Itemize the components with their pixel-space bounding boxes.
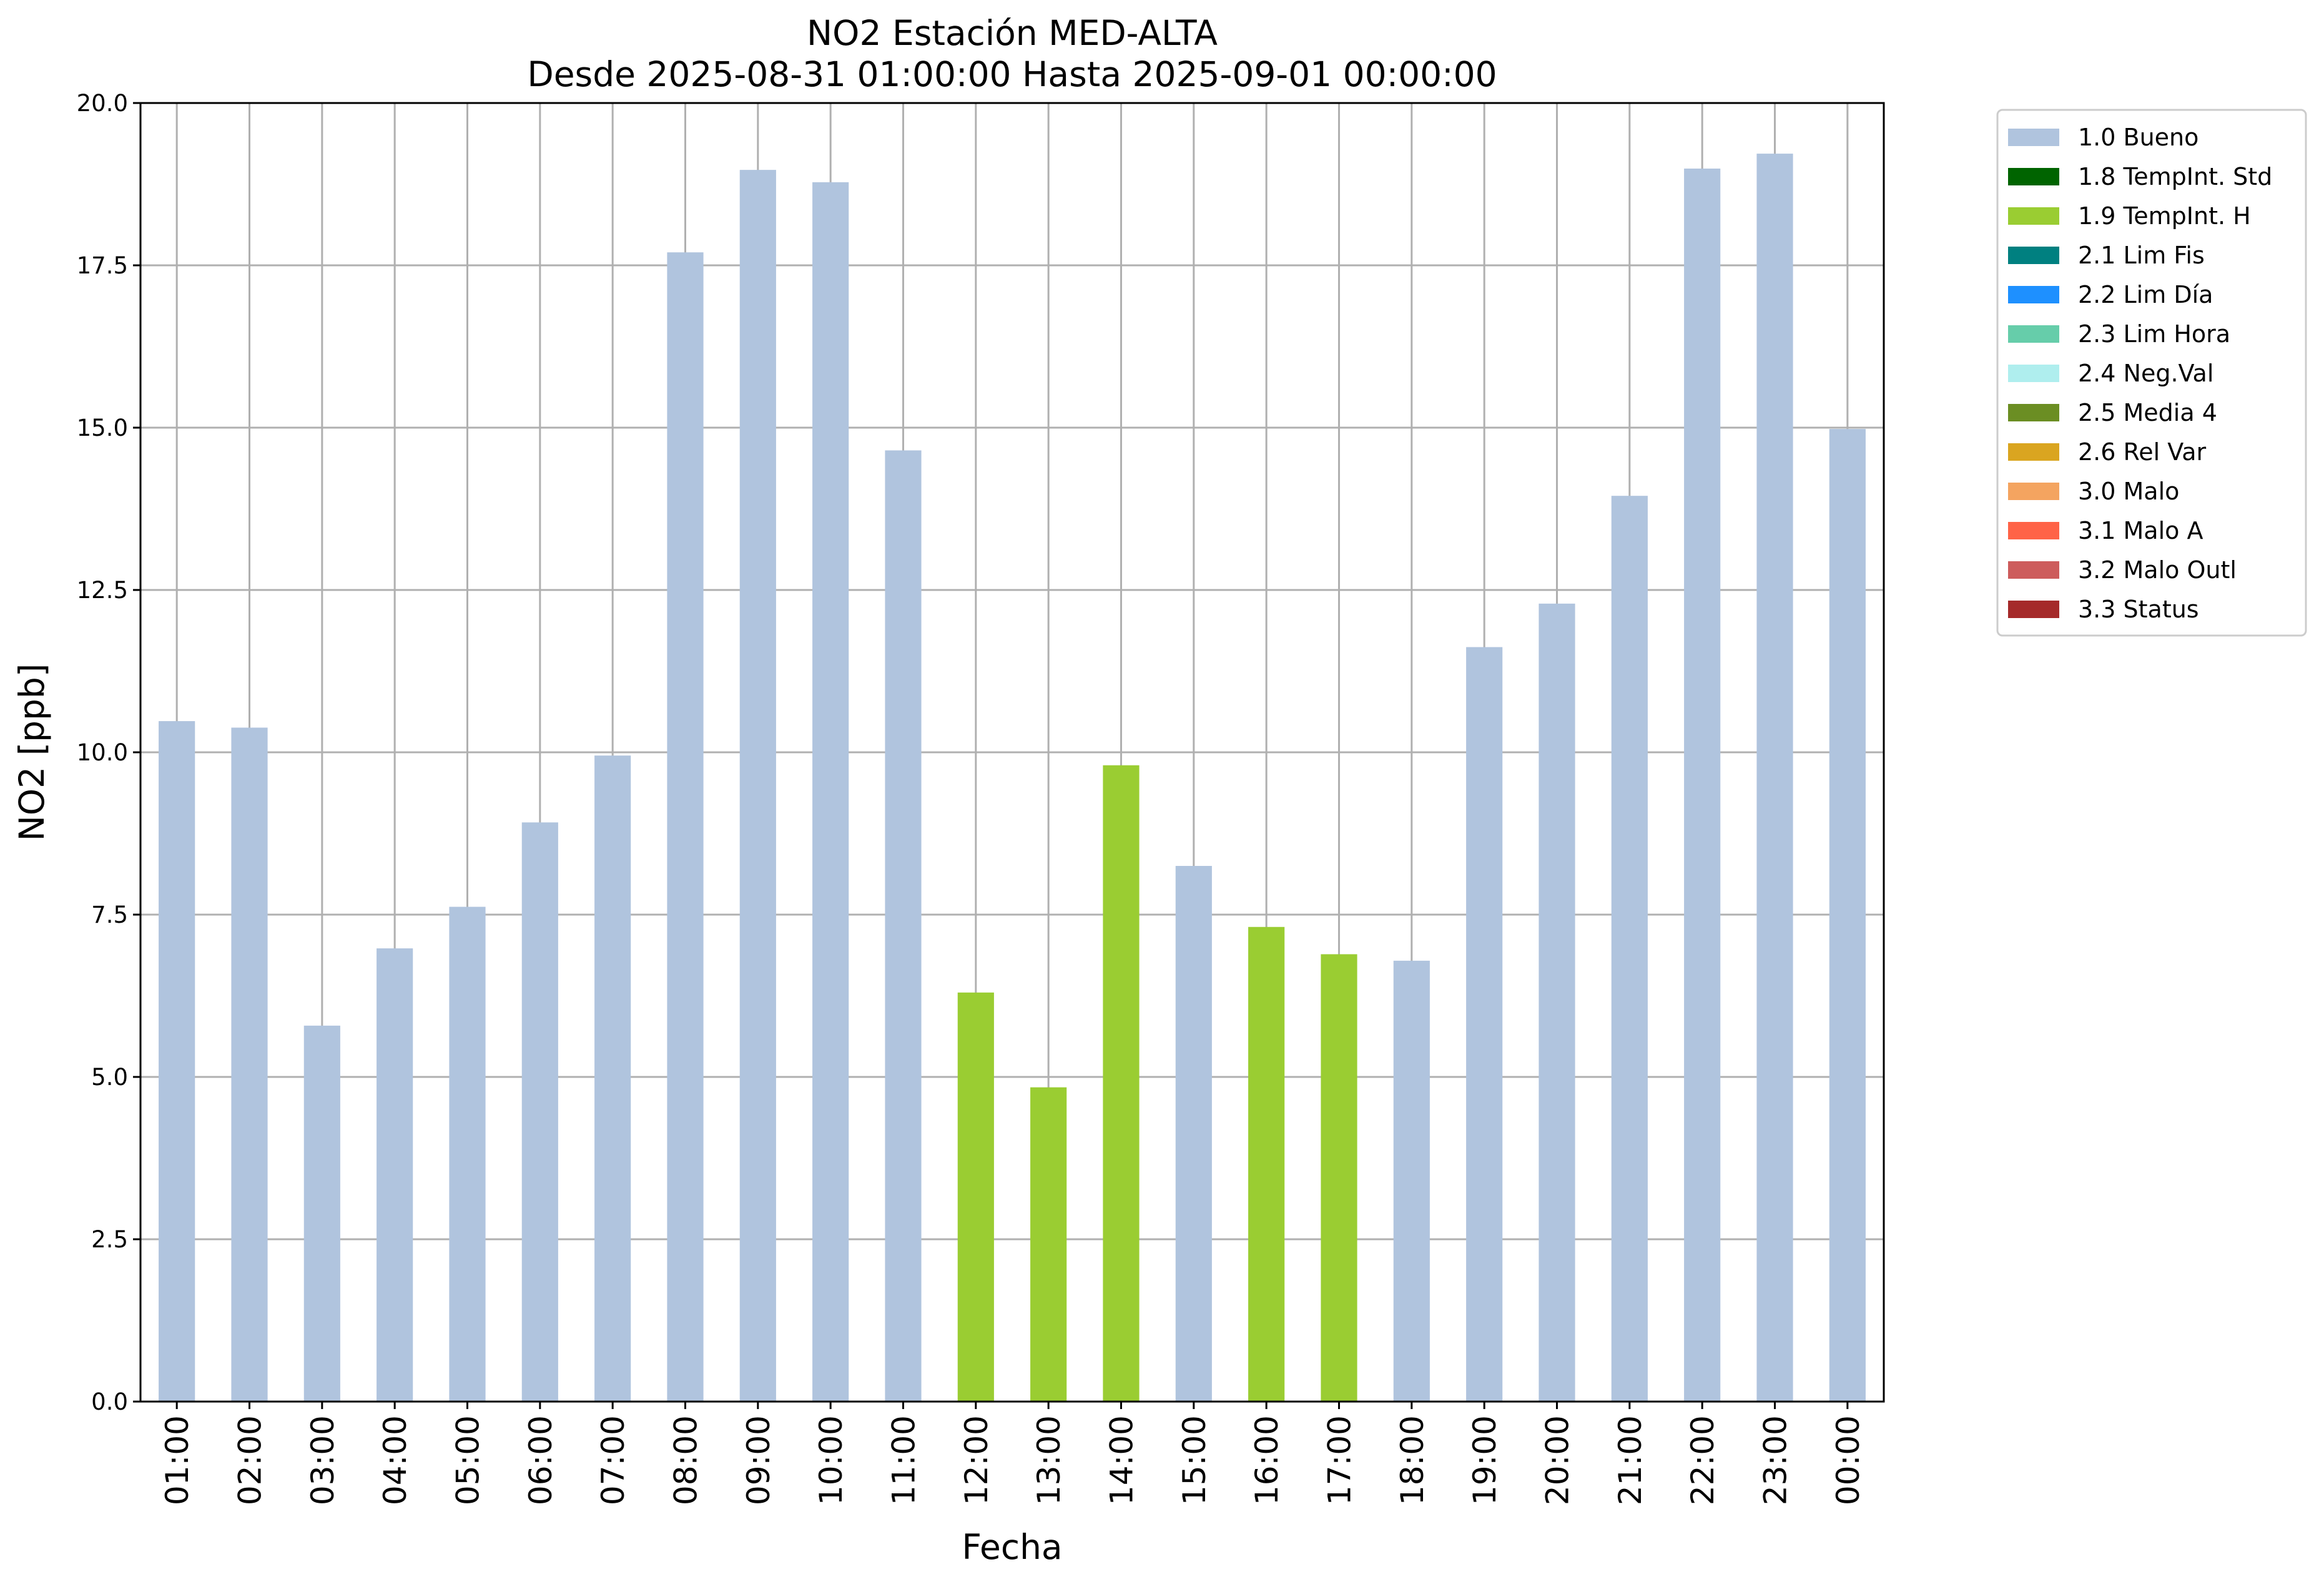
legend-swatch bbox=[2008, 286, 2059, 303]
legend-label: 2.5 Media 4 bbox=[2078, 399, 2217, 426]
x-tick-label: 00:00 bbox=[1830, 1415, 1866, 1505]
legend-swatch bbox=[2008, 404, 2059, 421]
bar-13:00 bbox=[1030, 1087, 1067, 1402]
legend-label: 2.6 Rel Var bbox=[2078, 438, 2207, 466]
legend-swatch bbox=[2008, 601, 2059, 618]
legend: 1.0 Bueno 1.8 TempInt. Std 1.9 TempInt. H 2… bbox=[1996, 109, 2307, 637]
y-axis-label: NO2 [ppb] bbox=[12, 664, 52, 842]
legend-swatch bbox=[2008, 247, 2059, 264]
legend-swatch bbox=[2008, 483, 2059, 500]
x-tick-label: 09:00 bbox=[741, 1415, 777, 1505]
x-axis-label: Fecha bbox=[962, 1527, 1062, 1567]
legend-frame bbox=[1996, 109, 2307, 637]
x-tick-label: 08:00 bbox=[668, 1415, 704, 1505]
legend-label: 3.1 Malo A bbox=[2078, 517, 2203, 544]
y-tick-label: 20.0 bbox=[77, 90, 128, 117]
y-axis: 0.0 2.5 5.0 7.5 10.0 12.5 15.0 17.5 20.0 bbox=[77, 90, 140, 1415]
legend-label: 1.0 Bueno bbox=[2078, 124, 2198, 151]
bar-23:00 bbox=[1756, 154, 1793, 1402]
bar-08:00 bbox=[667, 252, 704, 1402]
x-tick-label: 22:00 bbox=[1685, 1415, 1721, 1505]
bars-layer bbox=[159, 154, 1866, 1402]
x-tick-label: 13:00 bbox=[1031, 1415, 1067, 1505]
bar-07:00 bbox=[594, 755, 631, 1402]
bar-12:00 bbox=[957, 992, 994, 1402]
bar-14:00 bbox=[1103, 765, 1140, 1402]
bar-03:00 bbox=[303, 1025, 340, 1402]
legend-label: 2.2 Lim Día bbox=[2078, 281, 2213, 308]
y-tick-label: 7.5 bbox=[91, 902, 128, 928]
legend-swatch bbox=[2008, 129, 2059, 146]
legend-swatch bbox=[2008, 325, 2059, 343]
bar-06:00 bbox=[521, 822, 558, 1402]
x-tick-label: 15:00 bbox=[1176, 1415, 1213, 1505]
x-tick-label: 23:00 bbox=[1758, 1415, 1794, 1505]
bar-09:00 bbox=[739, 170, 776, 1402]
legend-label: 2.4 Neg.Val bbox=[2078, 360, 2213, 387]
bar-00:00 bbox=[1829, 429, 1866, 1402]
x-tick-label: 05:00 bbox=[450, 1415, 486, 1505]
y-tick-label: 10.0 bbox=[77, 739, 128, 766]
plot-frame bbox=[139, 102, 1885, 1403]
y-tick-label: 2.5 bbox=[91, 1226, 128, 1253]
chart-subtitle: Desde 2025-08-31 01:00:00 Hasta 2025-09-… bbox=[527, 54, 1497, 94]
x-tick-label: 10:00 bbox=[813, 1415, 849, 1505]
legend-label: 3.2 Malo Outl bbox=[2078, 556, 2237, 584]
bar-04:00 bbox=[377, 948, 413, 1402]
legend-swatch bbox=[2008, 207, 2059, 225]
x-tick-label: 21:00 bbox=[1612, 1415, 1648, 1505]
bar-15:00 bbox=[1175, 866, 1212, 1402]
x-tick-label: 01:00 bbox=[159, 1415, 195, 1505]
bar-20:00 bbox=[1539, 603, 1575, 1402]
legend-swatch bbox=[2008, 365, 2059, 382]
legend-label: 1.8 TempInt. Std bbox=[2078, 163, 2272, 190]
legend-label: 2.1 Lim Fis bbox=[2078, 242, 2205, 269]
x-tick-label: 18:00 bbox=[1394, 1415, 1430, 1505]
x-tick-label: 14:00 bbox=[1104, 1415, 1140, 1505]
legend-swatch bbox=[2008, 522, 2059, 539]
legend-swatch bbox=[2008, 561, 2059, 579]
x-tick-label: 20:00 bbox=[1540, 1415, 1576, 1505]
x-tick-label: 19:00 bbox=[1467, 1415, 1503, 1505]
bar-05:00 bbox=[449, 906, 486, 1402]
y-tick-label: 0.0 bbox=[91, 1388, 128, 1415]
legend-swatch bbox=[2008, 443, 2059, 461]
bar-18:00 bbox=[1393, 960, 1430, 1402]
y-tick-label: 12.5 bbox=[77, 577, 128, 604]
bar-19:00 bbox=[1466, 647, 1503, 1402]
x-tick-label: 03:00 bbox=[305, 1415, 341, 1505]
y-tick-label: 17.5 bbox=[77, 252, 128, 279]
legend-label: 2.3 Lim Hora bbox=[2078, 320, 2230, 348]
bar-21:00 bbox=[1611, 496, 1648, 1402]
legend-label: 3.3 Status bbox=[2078, 596, 2199, 623]
x-tick-label: 07:00 bbox=[595, 1415, 631, 1505]
chart-title: NO2 Estación MED-ALTA bbox=[807, 13, 1218, 53]
x-tick-label: 04:00 bbox=[377, 1415, 413, 1505]
legend-swatch bbox=[2008, 168, 2059, 185]
bar-02:00 bbox=[231, 727, 268, 1402]
x-tick-label: 12:00 bbox=[958, 1415, 995, 1505]
x-tick-label: 11:00 bbox=[886, 1415, 922, 1505]
legend-label: 3.0 Malo bbox=[2078, 478, 2179, 505]
x-tick-label: 06:00 bbox=[523, 1415, 559, 1505]
bar-10:00 bbox=[812, 182, 849, 1402]
x-tick-label: 16:00 bbox=[1249, 1415, 1285, 1505]
bar-16:00 bbox=[1248, 926, 1285, 1402]
bar-01:00 bbox=[159, 721, 195, 1402]
bar-11:00 bbox=[885, 450, 922, 1402]
y-tick-label: 5.0 bbox=[91, 1064, 128, 1091]
legend-label: 1.9 TempInt. H bbox=[2078, 202, 2251, 230]
x-axis: 01:00 02:00 03:00 04:00 05:00 06:00 07:00 08:00… bbox=[159, 1402, 1866, 1505]
x-tick-label: 02:00 bbox=[232, 1415, 268, 1505]
bar-17:00 bbox=[1321, 954, 1357, 1402]
bar-22:00 bbox=[1684, 169, 1721, 1402]
x-tick-label: 17:00 bbox=[1322, 1415, 1358, 1505]
y-tick-label: 15.0 bbox=[77, 415, 128, 441]
